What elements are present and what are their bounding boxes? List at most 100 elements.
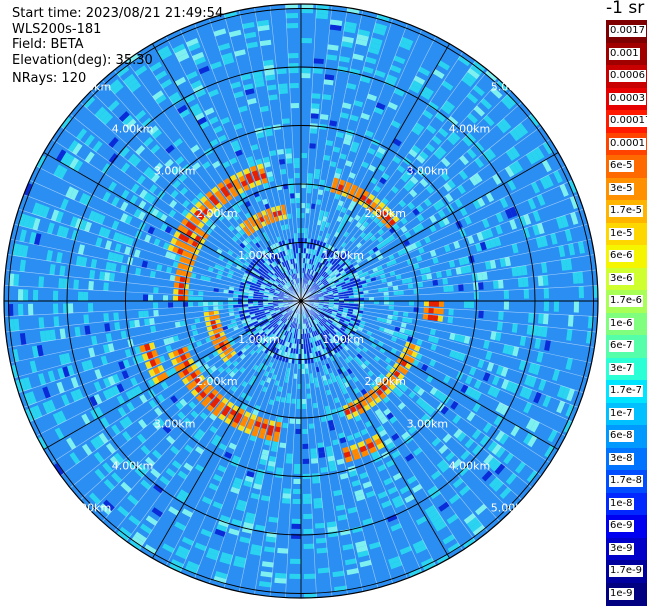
radar-bin bbox=[162, 543, 175, 554]
radar-bin bbox=[316, 280, 321, 285]
radar-bin bbox=[459, 485, 471, 496]
radar-bin bbox=[411, 80, 423, 90]
radar-bin bbox=[116, 383, 125, 394]
radar-bin bbox=[497, 279, 504, 289]
colorbar-tick-label: 6e-9 bbox=[609, 520, 634, 532]
radar-bin bbox=[295, 428, 301, 434]
radar-bin bbox=[148, 184, 158, 194]
radar-bin bbox=[357, 550, 370, 558]
radar-bin bbox=[318, 339, 323, 345]
radar-bin bbox=[295, 353, 299, 359]
radar-bin bbox=[433, 307, 439, 314]
radar-bin bbox=[292, 268, 295, 274]
radar-bin bbox=[301, 358, 305, 364]
ray-separator bbox=[269, 300, 302, 597]
radar-bin bbox=[464, 375, 473, 385]
radar-bin bbox=[286, 315, 291, 320]
radar-bin bbox=[192, 330, 199, 336]
radar-bin bbox=[227, 250, 234, 256]
radar-bin bbox=[314, 168, 321, 175]
radar-bin bbox=[459, 207, 468, 217]
radar-bin bbox=[270, 328, 276, 333]
radar-bin bbox=[338, 277, 344, 282]
radar-bin bbox=[288, 53, 299, 59]
radar-bin bbox=[337, 308, 344, 312]
radar-bin bbox=[246, 423, 254, 430]
radar-bin bbox=[163, 295, 169, 301]
radar-bin bbox=[513, 126, 525, 139]
radar-bin bbox=[259, 362, 265, 369]
radar-bin bbox=[495, 331, 502, 342]
radar-bin bbox=[284, 325, 289, 331]
radar-bin bbox=[321, 264, 326, 271]
radar-bin bbox=[50, 209, 60, 222]
radar-bin bbox=[376, 425, 385, 433]
radar-bin bbox=[453, 240, 461, 250]
radar-bin bbox=[468, 366, 477, 376]
radar-bin bbox=[408, 390, 417, 399]
radar-bin bbox=[330, 314, 336, 318]
radar-bin bbox=[286, 367, 291, 374]
radar-bin bbox=[257, 24, 270, 32]
radar-bin bbox=[244, 283, 251, 288]
ray-separator bbox=[300, 300, 598, 317]
radar-bin bbox=[246, 317, 252, 322]
radar-bin bbox=[318, 269, 324, 275]
radar-bin bbox=[390, 185, 399, 194]
radar-bin bbox=[120, 481, 132, 493]
ray-separator bbox=[300, 194, 579, 302]
radar-bin bbox=[70, 390, 80, 402]
radar-bin bbox=[233, 416, 241, 424]
radar-bin bbox=[320, 277, 326, 283]
radar-bin bbox=[217, 464, 227, 473]
radar-bin bbox=[343, 231, 350, 238]
radar-bin bbox=[62, 366, 70, 378]
radar-bin bbox=[183, 417, 192, 426]
radar-bin bbox=[240, 73, 252, 81]
radar-bin bbox=[204, 316, 211, 322]
radar-bin bbox=[93, 451, 105, 464]
radar-bin bbox=[306, 188, 312, 194]
radar-bin bbox=[276, 236, 281, 243]
radar-bin bbox=[309, 264, 313, 270]
radar-bin bbox=[318, 251, 323, 257]
radar-bin bbox=[426, 124, 437, 135]
radar-bin bbox=[433, 301, 439, 307]
radar-bin bbox=[383, 296, 389, 301]
radar-bin bbox=[312, 314, 317, 319]
radar-bin bbox=[472, 199, 481, 210]
radar-bin bbox=[462, 136, 473, 147]
radar-bin bbox=[56, 225, 65, 237]
radar-bin bbox=[568, 180, 578, 194]
radar-bin bbox=[407, 283, 414, 289]
radar-bin bbox=[138, 310, 144, 319]
radar-bin bbox=[470, 63, 483, 76]
radar-bin bbox=[169, 274, 176, 281]
radar-bin bbox=[392, 315, 398, 321]
radar-bin bbox=[29, 360, 38, 373]
radar-bin bbox=[230, 319, 237, 324]
radar-bin bbox=[285, 397, 291, 404]
radar-bin bbox=[419, 267, 426, 275]
radar-bin bbox=[372, 246, 379, 253]
radar-bin bbox=[230, 350, 237, 357]
radar-bin bbox=[416, 214, 425, 222]
radar-bin bbox=[277, 547, 289, 554]
radar-bin bbox=[315, 318, 320, 323]
radar-bin bbox=[249, 349, 256, 356]
radar-bin bbox=[167, 244, 175, 252]
radar-bin bbox=[304, 593, 317, 598]
radar-bin bbox=[153, 238, 161, 247]
radar-bin bbox=[339, 179, 346, 186]
radar-bin bbox=[320, 270, 325, 276]
radar-bin bbox=[225, 360, 232, 367]
radar-bin bbox=[271, 284, 277, 289]
radar-bin bbox=[125, 118, 137, 130]
ray-separator bbox=[300, 300, 364, 592]
radar-bin bbox=[89, 269, 96, 280]
radar-bin bbox=[174, 321, 181, 328]
radar-bin bbox=[343, 451, 352, 458]
radar-bin bbox=[144, 234, 152, 243]
radar-bin bbox=[376, 213, 384, 221]
radar-bin bbox=[340, 366, 347, 373]
